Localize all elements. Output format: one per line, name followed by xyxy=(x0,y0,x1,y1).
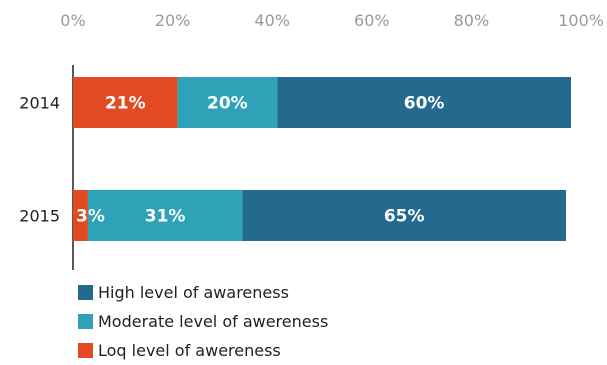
legend-item: Loq level of awereness xyxy=(78,336,328,365)
bar-segment xyxy=(242,190,567,241)
legend-swatch xyxy=(78,343,93,358)
legend-item: Moderate level of awereness xyxy=(78,307,328,336)
data-label: 60% xyxy=(404,94,445,114)
legend: High level of awareness Moderate level of… xyxy=(78,278,328,365)
data-label: 3% xyxy=(76,207,105,227)
category-labels: 2014 2015 xyxy=(19,94,60,226)
x-tick-label: 80% xyxy=(454,11,490,30)
bar-segment xyxy=(177,77,278,128)
x-tick-label: 40% xyxy=(254,11,290,30)
legend-label: Moderate level of awereness xyxy=(98,312,329,331)
data-label: 65% xyxy=(384,207,425,227)
data-label: 20% xyxy=(207,94,248,114)
data-label: 21% xyxy=(105,94,146,114)
x-tick-label: 0% xyxy=(60,11,85,30)
bar-segment xyxy=(277,77,571,128)
category-label: 2014 xyxy=(19,94,60,113)
category-label: 2015 xyxy=(19,207,60,226)
x-tick-label: 100% xyxy=(558,11,604,30)
legend-swatch xyxy=(78,314,93,329)
x-tick-label: 60% xyxy=(354,11,390,30)
x-tick-label: 20% xyxy=(155,11,191,30)
legend-label: Loq level of awereness xyxy=(98,341,281,360)
bar-segment xyxy=(73,77,178,128)
data-labels: 21% 20% 60% 3% 31% 65% xyxy=(76,94,444,227)
bar-segment xyxy=(73,190,88,241)
data-label: 31% xyxy=(145,207,186,227)
x-axis-ticks: 0% 20% 40% 60% 80% 100% xyxy=(60,11,604,30)
bars xyxy=(73,77,571,241)
bar-segment xyxy=(87,190,243,241)
legend-label: High level of awareness xyxy=(98,283,289,302)
legend-swatch xyxy=(78,285,93,300)
legend-item: High level of awareness xyxy=(78,278,328,307)
